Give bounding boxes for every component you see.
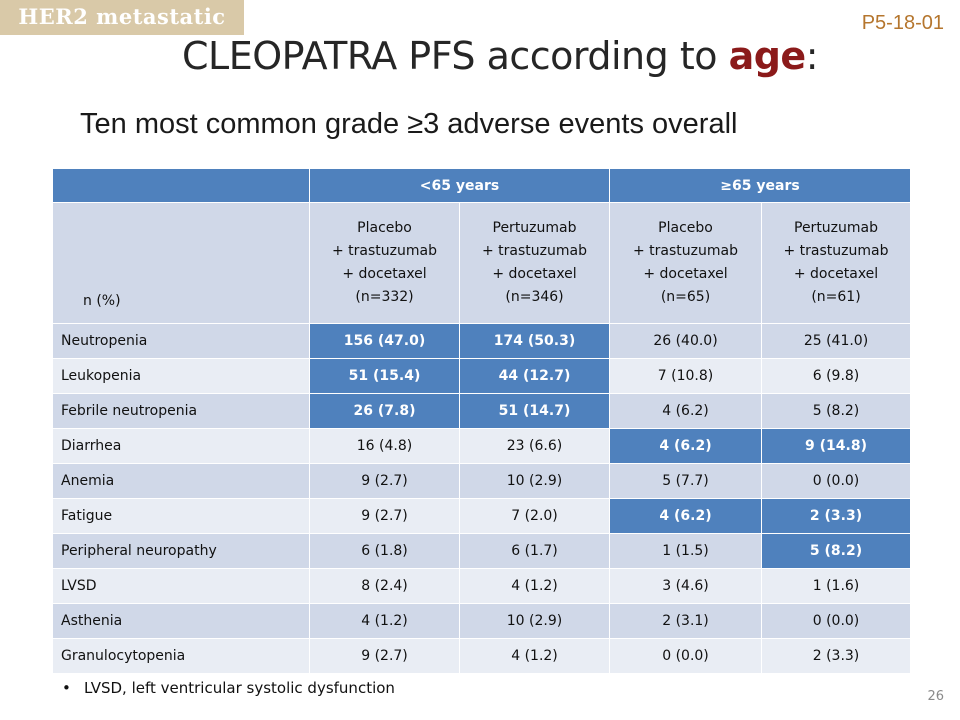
table-cell: 156 (47.0): [309, 323, 460, 359]
arm-header: Placebo + trastuzumab + docetaxel (n=65): [609, 202, 762, 324]
topic-tag: HER2 metastatic: [0, 0, 244, 35]
table-row: Leukopenia 51 (15.4) 44 (12.7) 7 (10.8) 6 (9…: [52, 358, 911, 394]
table-cell: 51 (15.4): [309, 358, 460, 394]
row-label: LVSD: [52, 568, 310, 604]
table-cell: 10 (2.9): [459, 463, 610, 499]
table-cell: 9 (2.7): [309, 638, 460, 674]
table-row: Diarrhea 16 (4.8) 23 (6.6) 4 (6.2) 9 (14.8): [52, 428, 911, 464]
table-cell: 7 (2.0): [459, 498, 610, 534]
table-row: LVSD 8 (2.4) 4 (1.2) 3 (4.6) 1 (1.6): [52, 568, 911, 604]
arm-n: (n=332): [355, 289, 414, 305]
footnote-text: LVSD, left ventricular systolic dysfunct…: [84, 679, 395, 697]
row-label: Diarrhea: [52, 428, 310, 464]
table-cell: 0 (0.0): [761, 463, 911, 499]
row-label: Granulocytopenia: [52, 638, 310, 674]
table-cell: 5 (7.7): [609, 463, 762, 499]
table-row: Peripheral neuropathy 6 (1.8) 6 (1.7) 1 (1.…: [52, 533, 911, 569]
arm-header: Pertuzumab + trastuzumab + docetaxel (n=61): [761, 202, 911, 324]
arm-line: Pertuzumab: [492, 220, 577, 236]
table-cell: 2 (3.1): [609, 603, 762, 639]
arm-line: + trastuzumab: [633, 243, 738, 259]
table-cell: 10 (2.9): [459, 603, 610, 639]
arm-header-row: n (%) Placebo + trastuzumab + docetaxel (n=…: [52, 202, 911, 324]
table-cell: 6 (1.7): [459, 533, 610, 569]
arm-line: Placebo: [658, 220, 713, 236]
table-cell: 26 (7.8): [309, 393, 460, 429]
table-cell: 1 (1.6): [761, 568, 911, 604]
table-row: Anemia 9 (2.7) 10 (2.9) 5 (7.7) 0 (0.0): [52, 463, 911, 499]
table-row: Neutropenia 156 (47.0) 174 (50.3) 26 (40.0)…: [52, 323, 911, 359]
arm-n: (n=65): [660, 289, 711, 305]
table-cell: 44 (12.7): [459, 358, 610, 394]
group-under-65: <65 years: [309, 168, 610, 203]
slide-subtitle: Ten most common grade ≥3 adverse events …: [80, 108, 738, 140]
row-label: Fatigue: [52, 498, 310, 534]
table-cell: 174 (50.3): [459, 323, 610, 359]
table-cell: 9 (2.7): [309, 498, 460, 534]
table-cell: 4 (6.2): [609, 498, 762, 534]
arm-n: (n=61): [811, 289, 861, 305]
title-main: CLEOPATRA PFS according to: [181, 34, 729, 78]
table-cell: 4 (6.2): [609, 393, 762, 429]
arm-line: + docetaxel: [492, 266, 577, 282]
arm-line: + docetaxel: [793, 266, 879, 282]
table-cell: 0 (0.0): [609, 638, 762, 674]
footnote: • LVSD, left ventricular systolic dysfunc…: [62, 679, 395, 697]
table-cell: 25 (41.0): [761, 323, 911, 359]
row-label: Anemia: [52, 463, 310, 499]
table-cell: 8 (2.4): [309, 568, 460, 604]
table-cell: 6 (1.8): [309, 533, 460, 569]
row-label: Peripheral neuropathy: [52, 533, 310, 569]
table-cell: 2 (3.3): [761, 638, 911, 674]
arm-line: Pertuzumab: [794, 220, 878, 236]
table-cell: 4 (6.2): [609, 428, 762, 464]
table-row: Granulocytopenia 9 (2.7) 4 (1.2) 0 (0.0) 2 (…: [52, 638, 911, 674]
arm-n: (n=346): [505, 289, 564, 305]
table-cell: 4 (1.2): [459, 638, 610, 674]
arm-line: + trastuzumab: [783, 243, 889, 259]
table-cell: 23 (6.6): [459, 428, 610, 464]
arm-line: + trastuzumab: [332, 243, 437, 259]
group-65-plus: ≥65 years: [609, 168, 911, 203]
table-cell: 5 (8.2): [761, 533, 911, 569]
table-body: Neutropenia 156 (47.0) 174 (50.3) 26 (40.0)…: [52, 323, 911, 674]
table-cell: 51 (14.7): [459, 393, 610, 429]
row-label-header: n (%): [52, 202, 310, 324]
arm-line: Placebo: [357, 220, 412, 236]
table-cell: 9 (2.7): [309, 463, 460, 499]
table-cell: 4 (1.2): [309, 603, 460, 639]
header-corner: [52, 168, 310, 203]
group-header-row: <65 years ≥65 years: [52, 168, 911, 203]
table-cell: 1 (1.5): [609, 533, 762, 569]
table-cell: 6 (9.8): [761, 358, 911, 394]
slide-title: CLEOPATRA PFS according to age:: [0, 34, 960, 78]
abstract-code: P5-18-01: [861, 12, 944, 34]
arm-line: + docetaxel: [643, 266, 728, 282]
row-label: Leukopenia: [52, 358, 310, 394]
bullet-icon: •: [62, 679, 71, 697]
table-cell: 7 (10.8): [609, 358, 762, 394]
arm-header: Placebo + trastuzumab + docetaxel (n=332): [309, 202, 460, 324]
table-cell: 3 (4.6): [609, 568, 762, 604]
table-cell: 5 (8.2): [761, 393, 911, 429]
table-row: Febrile neutropenia 26 (7.8) 51 (14.7) 4 (6…: [52, 393, 911, 429]
table-cell: 4 (1.2): [459, 568, 610, 604]
table-cell: 9 (14.8): [761, 428, 911, 464]
table-cell: 26 (40.0): [609, 323, 762, 359]
row-label: Neutropenia: [52, 323, 310, 359]
table-row: Fatigue 9 (2.7) 7 (2.0) 4 (6.2) 2 (3.3): [52, 498, 911, 534]
table-cell: 16 (4.8): [309, 428, 460, 464]
table-cell: 0 (0.0): [761, 603, 911, 639]
arm-header: Pertuzumab + trastuzumab + docetaxel (n=346…: [459, 202, 610, 324]
adverse-events-table: <65 years ≥65 years n (%) Placebo + trast…: [52, 168, 911, 674]
table-row: Asthenia 4 (1.2) 10 (2.9) 2 (3.1) 0 (0.0): [52, 603, 911, 639]
row-label: Asthenia: [52, 603, 310, 639]
arm-line: + trastuzumab: [482, 243, 587, 259]
title-suffix: :: [805, 34, 819, 78]
table-cell: 2 (3.3): [761, 498, 911, 534]
page-number: 26: [927, 689, 944, 704]
row-label: Febrile neutropenia: [52, 393, 310, 429]
title-highlight: age: [728, 34, 807, 78]
arm-line: + docetaxel: [342, 266, 427, 282]
